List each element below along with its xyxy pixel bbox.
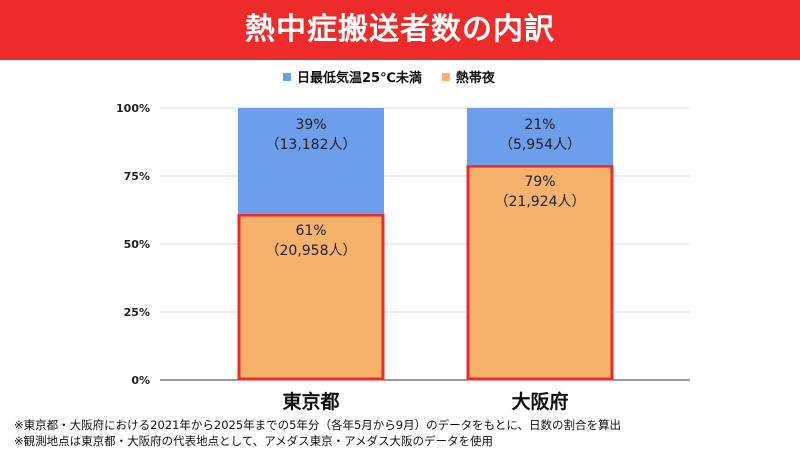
data-label-percent: 21% (524, 117, 555, 133)
y-tick-label: 100% (116, 102, 150, 115)
data-label-count: （13,182人） (266, 137, 357, 153)
data-label-percent: 39% (295, 117, 326, 133)
y-tick-label: 75% (124, 170, 150, 183)
page-title: 熱中症搬送者数の内訳 (245, 12, 555, 47)
data-label-count: （21,924人） (495, 194, 586, 210)
bar-segment (238, 214, 384, 380)
data-label-percent: 61% (295, 223, 326, 239)
y-tick-label: 25% (124, 306, 150, 319)
legend-swatch (283, 73, 291, 81)
legend-label: 熱帯夜 (456, 70, 496, 86)
highlight-outline (466, 164, 614, 381)
bar-segment (467, 108, 613, 166)
title-banner (0, 0, 800, 60)
stacked-bar-chart: 0% 25% 50% 75% 100% 日最低気温25℃未満 熱帯夜 61% （20,958人）… (116, 70, 690, 413)
bar-segment (467, 165, 613, 380)
y-tick-label: 0% (131, 374, 150, 387)
footnote-source: ※観測地点は東京都・大阪府の代表地点として、アメダス東京・アメダス大阪のデータを… (14, 434, 494, 448)
data-label-count: （20,958人） (266, 243, 357, 259)
category-label: 東京都 (282, 390, 339, 413)
data-label-percent: 79% (524, 174, 555, 190)
highlight-outline (237, 213, 385, 381)
category-label: 大阪府 (511, 390, 568, 413)
footnote-method: ※東京都・大阪府における2021年から2025年までの5年分（各年5月から9月）… (14, 418, 622, 432)
y-tick-label: 50% (124, 238, 150, 251)
bar-segment (238, 108, 384, 215)
data-label-count: （5,954人） (499, 137, 581, 153)
legend-swatch (441, 73, 450, 81)
legend-label: 日最低気温25℃未満 (297, 70, 422, 86)
